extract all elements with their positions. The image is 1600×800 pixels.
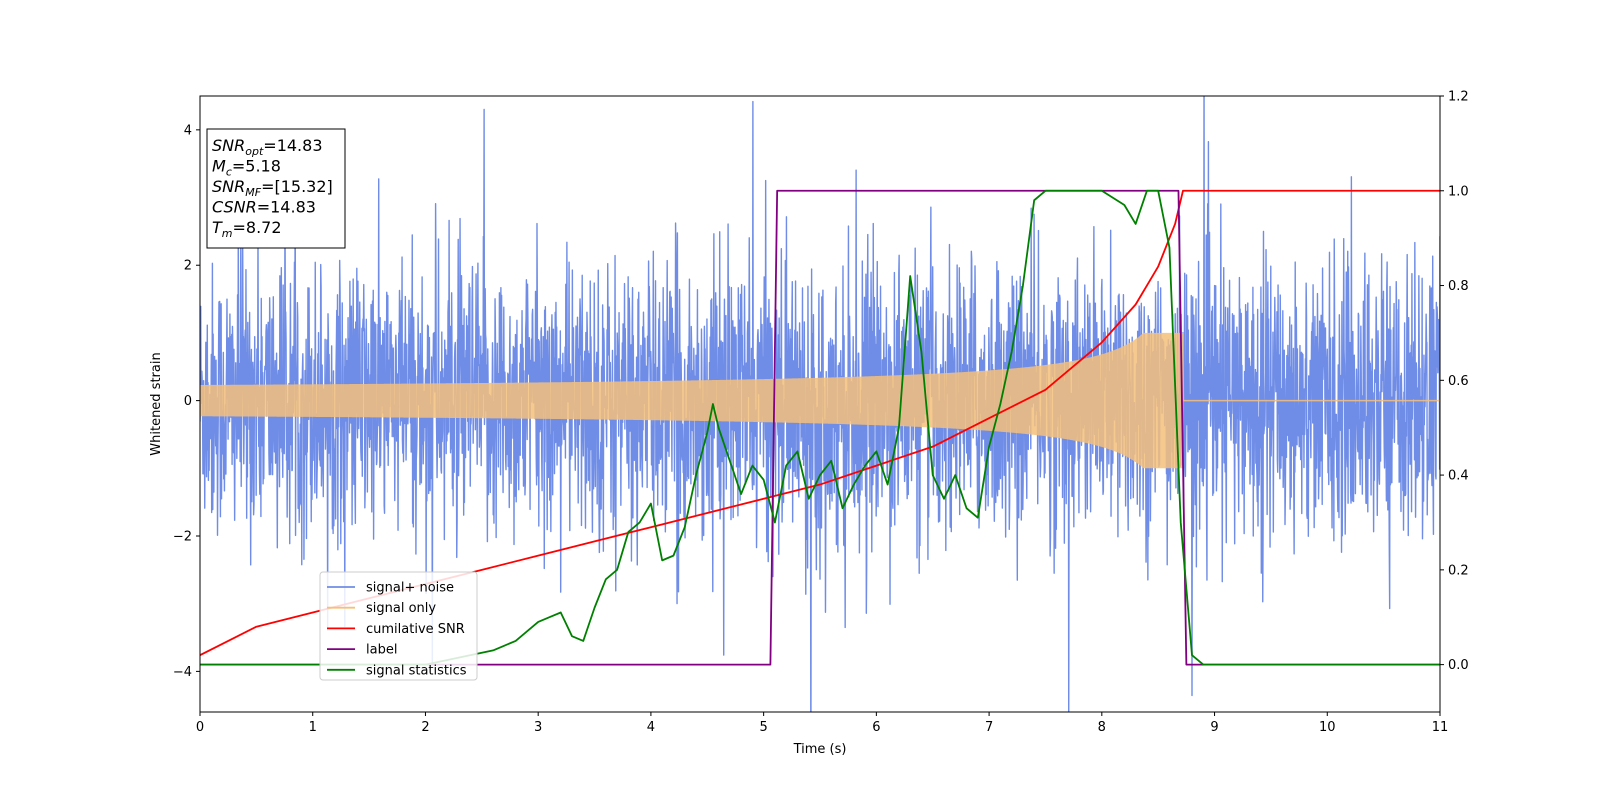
x-tick-label: 8 <box>1098 720 1106 735</box>
x-tick-label: 6 <box>872 720 880 735</box>
legend-entries: signal+ noise signal only cumilative SNR la… <box>327 581 467 678</box>
x-tick-label: 7 <box>985 720 993 735</box>
y-right-tick-label: 0.4 <box>1448 469 1469 484</box>
y-right-tick-label: 0.0 <box>1448 658 1469 673</box>
annotation-line: Mc=5.18 <box>212 157 281 179</box>
y-right-tick-label: 0.2 <box>1448 563 1469 578</box>
legend-frame <box>319 571 478 681</box>
legend-label: label <box>366 643 397 658</box>
plot-frame <box>199 95 1441 713</box>
legend-label: signal only <box>366 601 436 616</box>
ticks-layer: 0 1 2 3 4 5 6 7 8 9 10 11 −4 −2 0 2 4 0.0 0.2 0.4 0.6 0.8 1.0 1… <box>173 90 1469 736</box>
legend: signal+ noise signal only cumilative SNR la… <box>319 571 478 681</box>
y-left-tick-label: −4 <box>173 665 192 680</box>
y-left-tick-label: 4 <box>184 123 192 138</box>
series-line <box>200 332 1440 469</box>
x-tick-label: 4 <box>647 720 655 735</box>
legend-label: signal+ noise <box>366 581 454 596</box>
x-tick-label: 10 <box>1319 720 1336 735</box>
annotation-line: SNRMF=[15.32] <box>212 177 333 199</box>
x-tick-label: 9 <box>1210 720 1218 735</box>
y-right-tick-label: 0.6 <box>1448 374 1469 389</box>
x-axis-label: Time (s) <box>793 742 847 757</box>
annotation-lines: SNRopt=14.83Mc=5.18SNRMF=[15.32]CSNR=14.… <box>212 136 333 240</box>
annotation-line: CSNR=14.83 <box>212 198 316 217</box>
y-right-tick-label: 1.0 <box>1448 184 1469 199</box>
y-right-tick-label: 0.8 <box>1448 279 1469 294</box>
series-line <box>200 189 1440 666</box>
x-tick-label: 5 <box>759 720 767 735</box>
x-tick-label: 2 <box>421 720 429 735</box>
y-left-tick-label: 2 <box>184 259 192 274</box>
y-axis-label: Whitened strain <box>149 352 164 455</box>
series-line <box>200 96 1440 712</box>
x-tick-label: 11 <box>1432 720 1449 735</box>
y-left-tick-label: −2 <box>173 530 192 545</box>
y-right-tick-label: 1.2 <box>1448 90 1469 105</box>
annotation-line: SNRopt=14.83 <box>212 136 323 158</box>
y-left-tick-label: 0 <box>184 394 192 409</box>
series-signal-statistics <box>200 189 1440 666</box>
x-tick-label: 0 <box>196 720 204 735</box>
x-tick-label: 1 <box>309 720 317 735</box>
series-signal-only <box>200 332 1440 469</box>
legend-label: cumilative SNR <box>366 622 465 637</box>
annotation-box: SNRopt=14.83Mc=5.18SNRMF=[15.32]CSNR=14.… <box>206 128 346 249</box>
series-signal-noise <box>200 96 1440 712</box>
annotation-frame <box>206 128 346 249</box>
x-tick-label: 3 <box>534 720 542 735</box>
annotation-line: Tm=8.72 <box>212 218 282 240</box>
legend-label: signal statistics <box>366 663 467 678</box>
